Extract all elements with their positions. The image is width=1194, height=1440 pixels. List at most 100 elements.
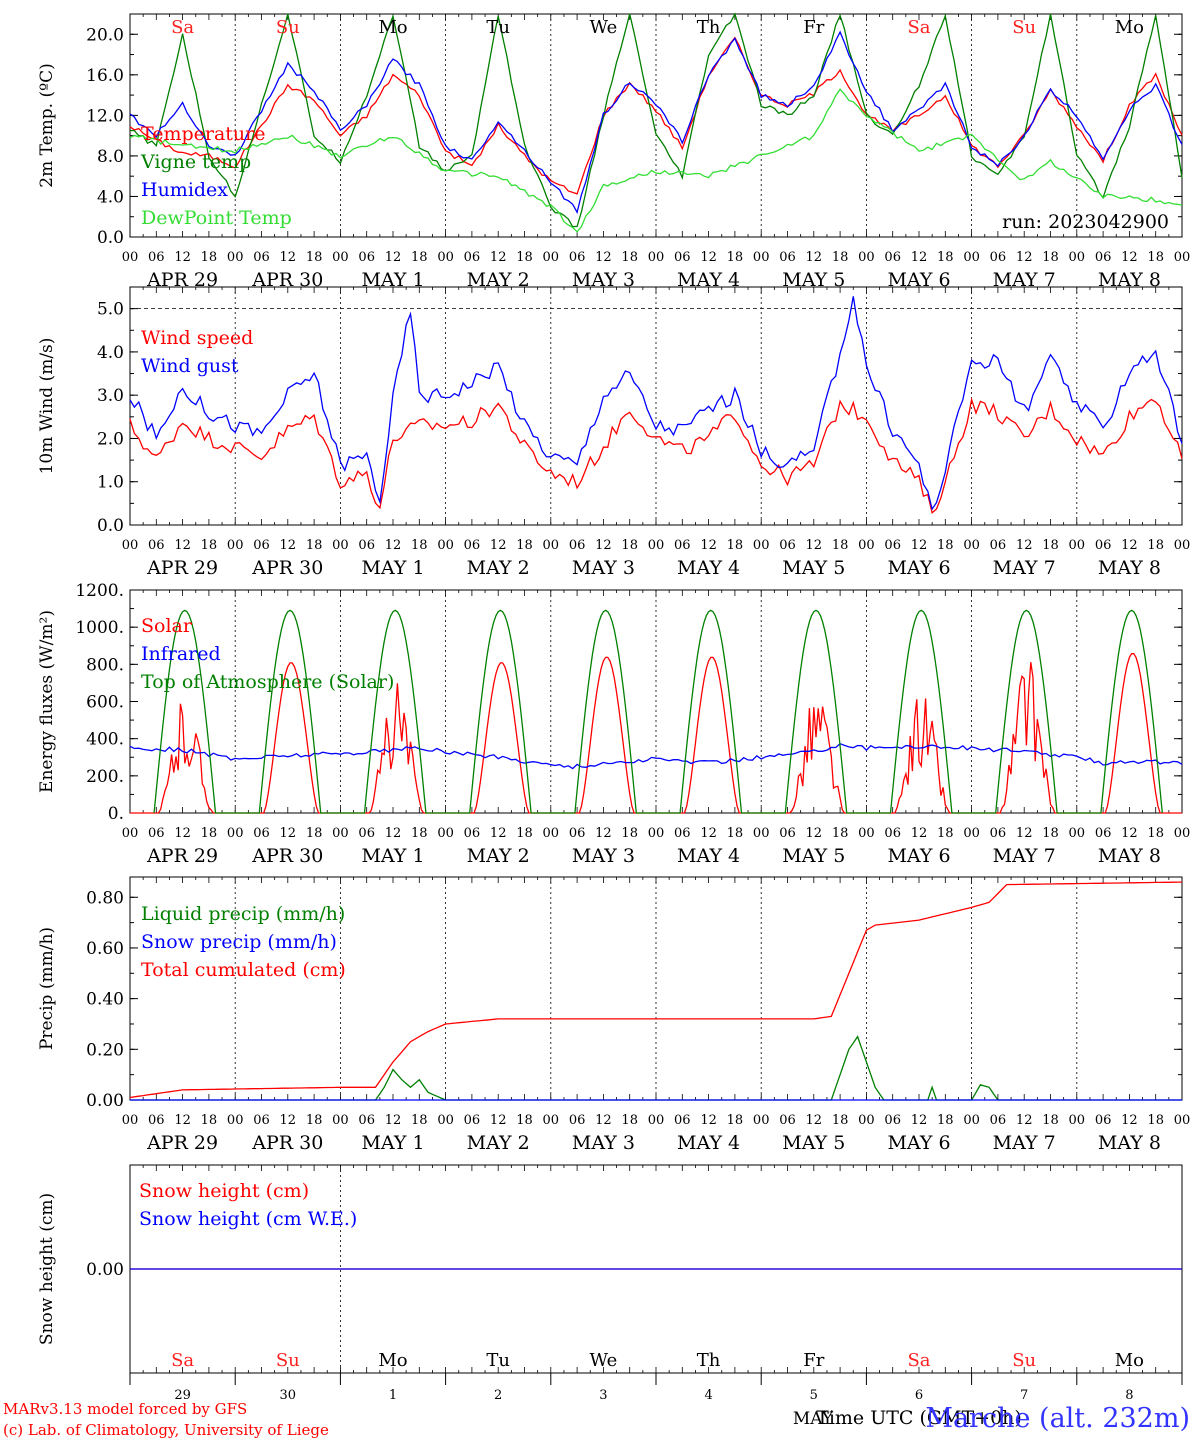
hour-label: 18 (621, 826, 638, 841)
hour-label: 18 (621, 538, 638, 553)
hour-label: 12 (806, 1113, 823, 1128)
hour-label: 06 (358, 250, 375, 265)
panel-precip (129, 876, 1183, 1101)
hour-label: 18 (937, 250, 954, 265)
hour-label: 18 (411, 250, 428, 265)
day-abbrev-top: Mo (378, 17, 407, 38)
day-number: 5 (810, 1388, 818, 1403)
day-abbrev-top: Tu (486, 17, 510, 38)
hour-label: 00 (753, 538, 770, 553)
y-tick-label: 2.0 (97, 429, 124, 449)
hour-label: 18 (1042, 1113, 1059, 1128)
hour-label: 12 (490, 250, 507, 265)
hour-label: 06 (884, 250, 901, 265)
hour-label: 06 (358, 1113, 375, 1128)
hour-label: 18 (306, 826, 323, 841)
legend-entry: Snow precip (mm/h) (141, 931, 337, 953)
hour-label: 12 (280, 826, 297, 841)
hour-label: 18 (727, 1113, 744, 1128)
y-tick-label: 0.20 (86, 1040, 124, 1060)
day-abbrev-top: Th (697, 17, 721, 38)
date-label: APR 30 (251, 845, 323, 867)
y-tick-label: 5.0 (97, 300, 124, 320)
station-label: Marche (alt. 232m) (925, 1403, 1190, 1434)
hour-label: 06 (1095, 538, 1112, 553)
hour-label: 06 (674, 538, 691, 553)
date-label: MAY 1 (361, 1132, 424, 1154)
y-tick-label: 400. (86, 730, 124, 750)
hour-label: 12 (806, 538, 823, 553)
hour-label: 18 (411, 538, 428, 553)
day-abbrev-top: Fr (803, 17, 824, 38)
date-label: APR 29 (146, 269, 218, 291)
hour-label: 18 (621, 1113, 638, 1128)
hour-label: 00 (1069, 250, 1086, 265)
hour-label: 18 (832, 538, 849, 553)
hour-label: 06 (253, 250, 270, 265)
hour-label: 12 (490, 538, 507, 553)
hour-label: 06 (1095, 1113, 1112, 1128)
y-tick-label: 600. (86, 693, 124, 713)
hour-label: 06 (569, 1113, 586, 1128)
hour-label: 06 (464, 826, 481, 841)
hour-label: 18 (306, 250, 323, 265)
hour-label: 06 (464, 1113, 481, 1128)
hour-label: 00 (122, 538, 139, 553)
legend-entry: Snow height (cm W.E.) (139, 1208, 357, 1230)
hour-label: 12 (174, 826, 191, 841)
legend-entry: Top of Atmosphere (Solar) (141, 671, 394, 693)
hour-label: 00 (1174, 538, 1191, 553)
hour-label: 00 (332, 538, 349, 553)
hour-label: 18 (727, 538, 744, 553)
y-tick-label: 0.0 (97, 228, 124, 248)
y-tick-label: 0.80 (86, 888, 124, 908)
hour-label: 06 (569, 538, 586, 553)
series-line-wind-0 (129, 397, 1183, 514)
hour-label: 12 (595, 1113, 612, 1128)
y-tick-label: 3.0 (97, 386, 124, 406)
hour-label: 00 (1174, 250, 1191, 265)
hour-label: 00 (753, 250, 770, 265)
hour-label: 12 (700, 538, 717, 553)
day-number: 2 (494, 1388, 502, 1403)
day-number: 4 (704, 1388, 712, 1403)
panel-snow (129, 1164, 1183, 1374)
y-tick-label: 0.0 (97, 516, 124, 536)
hour-label: 00 (332, 1113, 349, 1128)
hour-label: 12 (1121, 1113, 1138, 1128)
hour-label: 06 (253, 826, 270, 841)
day-abbrev-top: We (590, 17, 618, 38)
legend-entry: Infrared (141, 643, 221, 665)
hour-label: 18 (832, 250, 849, 265)
hour-label: 18 (937, 1113, 954, 1128)
hour-label: 00 (437, 538, 454, 553)
day-abbrev-top: Mo (1115, 17, 1144, 38)
hour-label: 18 (516, 1113, 533, 1128)
hour-label: 06 (990, 826, 1007, 841)
hour-label: 06 (990, 1113, 1007, 1128)
date-label: MAY 5 (782, 269, 845, 291)
date-label: MAY 5 (782, 557, 845, 579)
hour-label: 00 (858, 538, 875, 553)
date-label: MAY 1 (361, 845, 424, 867)
hour-label: 06 (148, 250, 165, 265)
series-line-energy-1 (129, 742, 1183, 770)
day-number: 1 (389, 1388, 397, 1403)
series-line-energy-2 (153, 609, 1163, 814)
hour-label: 12 (174, 1113, 191, 1128)
hour-label: 00 (648, 826, 665, 841)
hour-label: 06 (674, 1113, 691, 1128)
hour-label: 00 (858, 1113, 875, 1128)
hour-label: 06 (990, 538, 1007, 553)
hour-label: 12 (1121, 826, 1138, 841)
panel-temp (129, 12, 1183, 238)
hour-label: 12 (911, 1113, 928, 1128)
hour-label: 12 (1016, 250, 1033, 265)
date-label: APR 29 (146, 1132, 218, 1154)
hour-label: 00 (227, 1113, 244, 1128)
legend-entry: Wind gust (141, 355, 239, 377)
hour-label: 06 (358, 538, 375, 553)
hour-label: 18 (516, 826, 533, 841)
hour-label: 12 (490, 1113, 507, 1128)
